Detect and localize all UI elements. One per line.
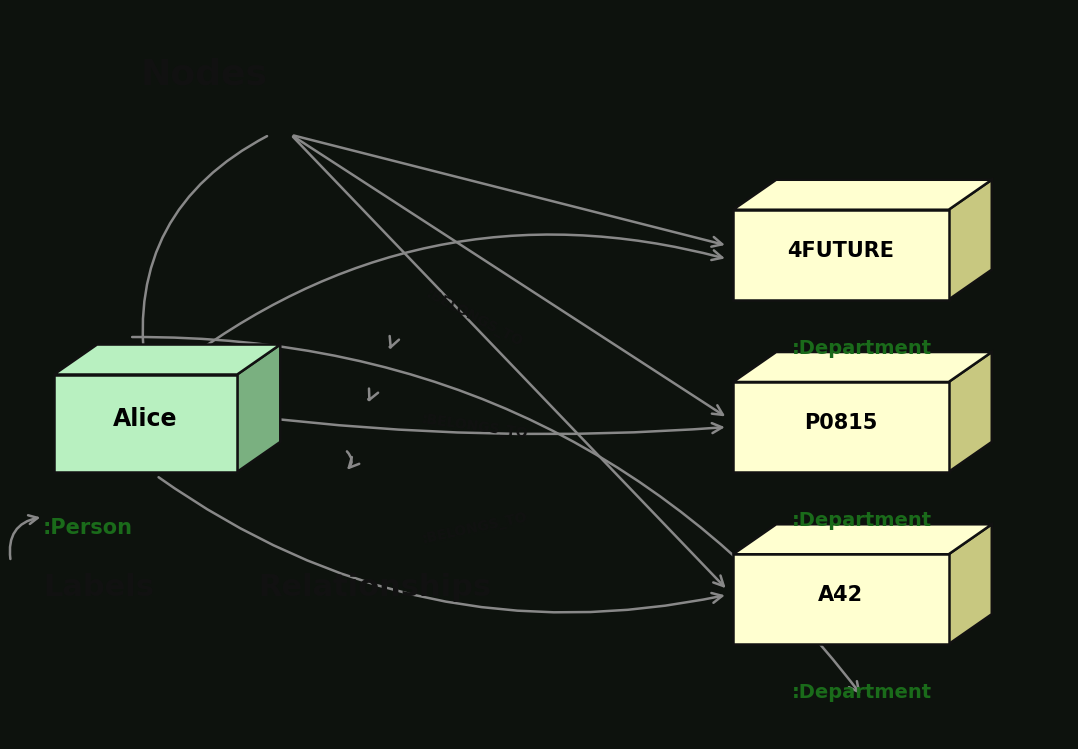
Text: P0815: P0815 — [804, 413, 877, 433]
Polygon shape — [54, 345, 280, 374]
Text: :BELONGS_TO: :BELONGS_TO — [420, 510, 528, 546]
Text: 4FUTURE: 4FUTURE — [787, 241, 895, 261]
Text: Relationships: Relationships — [259, 574, 492, 602]
Text: :BELONGS_TO: :BELONGS_TO — [420, 413, 528, 441]
Polygon shape — [949, 524, 992, 644]
Text: Alice: Alice — [113, 407, 178, 431]
Text: :Person: :Person — [43, 518, 133, 538]
Text: A42: A42 — [818, 586, 863, 605]
Polygon shape — [733, 352, 992, 382]
Text: :Department: :Department — [792, 683, 932, 703]
Polygon shape — [949, 352, 992, 472]
Polygon shape — [733, 524, 992, 554]
Text: Nodes: Nodes — [140, 58, 267, 92]
Polygon shape — [733, 180, 992, 210]
Polygon shape — [949, 180, 992, 300]
Polygon shape — [54, 374, 237, 472]
Text: :BELONGS_TO: :BELONGS_TO — [424, 287, 525, 350]
Text: Labels: Labels — [43, 574, 154, 602]
Text: :Department: :Department — [792, 339, 932, 358]
Polygon shape — [733, 382, 949, 472]
Polygon shape — [733, 210, 949, 300]
Polygon shape — [237, 345, 280, 472]
Text: :Department: :Department — [792, 511, 932, 530]
Polygon shape — [733, 554, 949, 644]
